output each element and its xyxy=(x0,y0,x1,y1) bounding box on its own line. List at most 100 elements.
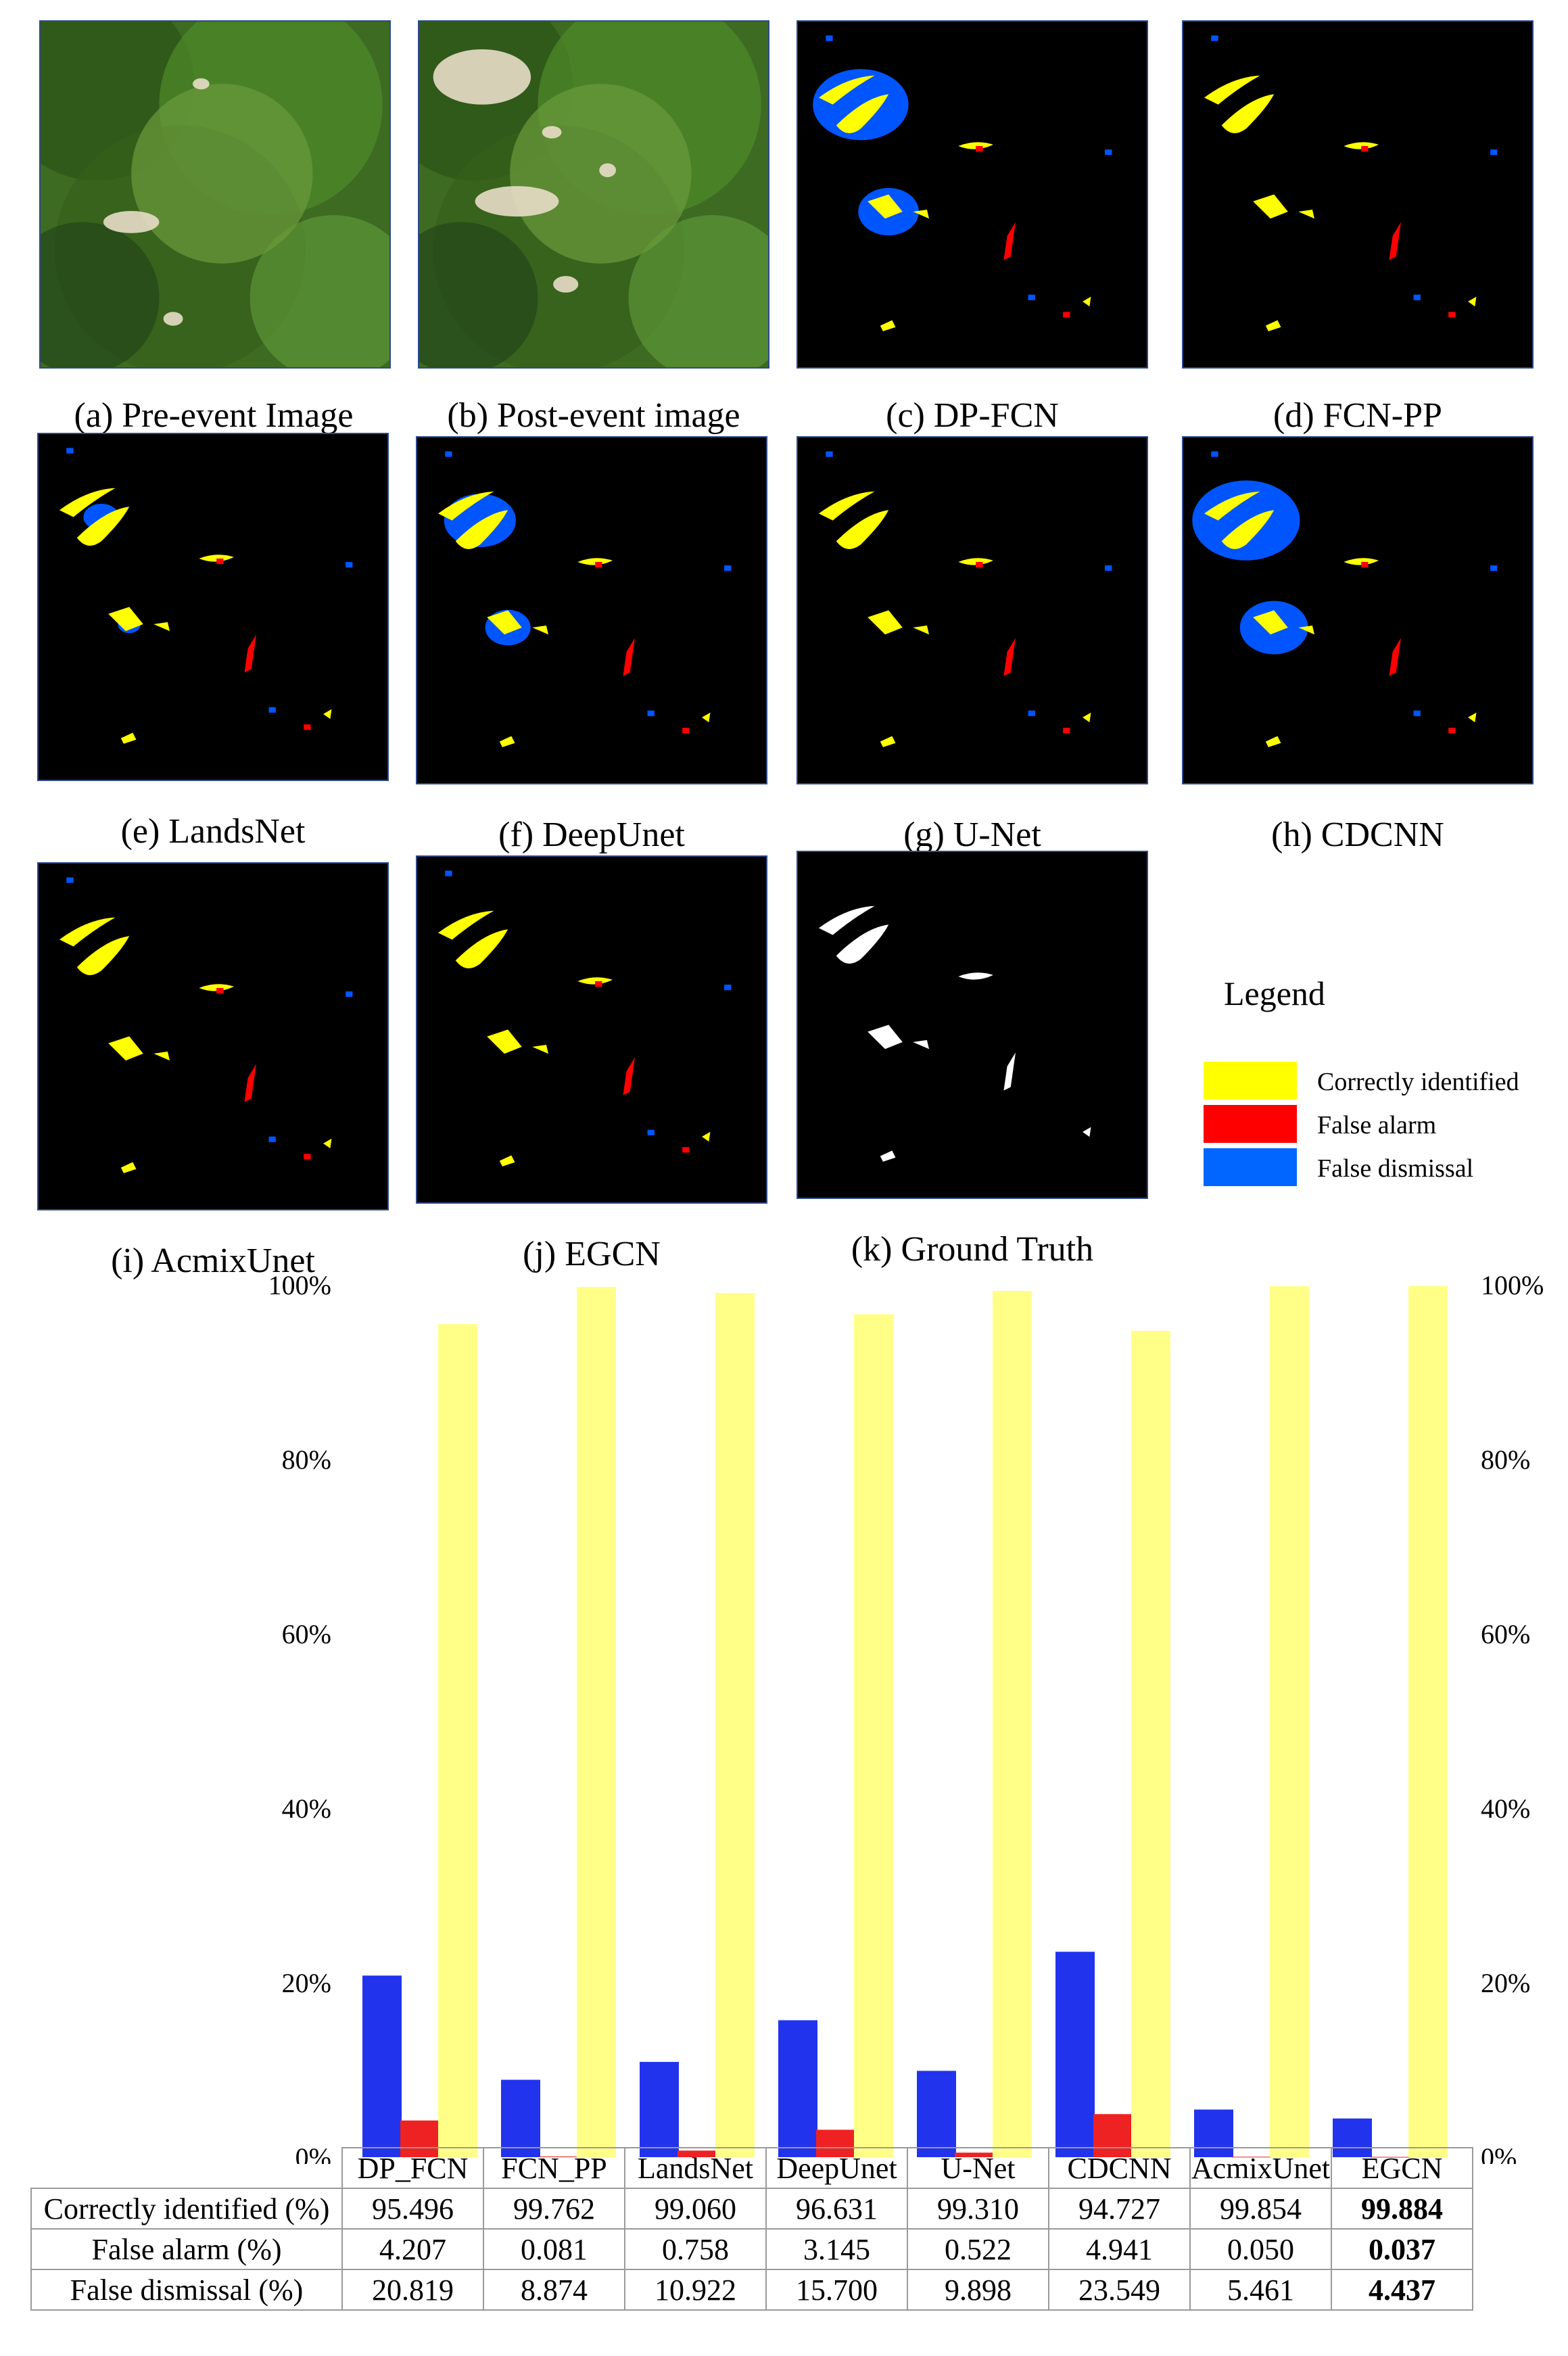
y-tick-label-left: 20% xyxy=(282,1968,331,1998)
panel-caption-g: (g) U-Net xyxy=(903,816,1041,854)
correct-region xyxy=(199,984,234,991)
correct-region xyxy=(153,621,170,632)
bar-chart: 0% 0%20% 20%40% 40%60% 60%80% 80%100% 100% xyxy=(268,1270,1544,2164)
legend-label-correct: Correctly identified xyxy=(1317,1068,1519,1096)
correct-region xyxy=(499,1155,515,1167)
bar-correctly-identified-u-net xyxy=(993,1290,1032,2157)
table-row: False alarm (%) 4.207 0.081 0.758 3.145 0.522… xyxy=(30,2228,1473,2270)
error-speck xyxy=(826,451,833,457)
correct-region xyxy=(323,709,332,720)
correct-region xyxy=(1298,209,1315,219)
panel-caption-a: (a) Pre-event Image xyxy=(74,396,354,435)
correct-region xyxy=(59,917,116,947)
error-speck xyxy=(1211,35,1218,41)
panel-image-a xyxy=(41,22,389,367)
panel-j xyxy=(416,855,767,1204)
table-cell: 3.145 xyxy=(765,2228,908,2270)
panel-caption-b: (b) Post-event image xyxy=(447,396,740,435)
correct-region xyxy=(818,75,875,105)
table-cell: 0.081 xyxy=(483,2228,625,2270)
error-speck xyxy=(1211,451,1218,457)
correct-region xyxy=(958,558,993,565)
col-header: DeepUnet xyxy=(765,2147,908,2189)
bar-correctly-identified-cdcnn xyxy=(1131,1331,1170,2157)
panel-image-c xyxy=(798,22,1147,367)
error-speck xyxy=(976,561,983,568)
table-cell: 96.631 xyxy=(765,2188,908,2230)
table-cell: 8.874 xyxy=(483,2269,625,2311)
error-speck xyxy=(346,991,353,997)
table-cell: 0.758 xyxy=(624,2228,767,2270)
correct-region xyxy=(1468,712,1477,723)
data-table: DP_FCN FCN_PP LandsNet DeepUnet U-Net CD… xyxy=(30,2147,1473,2311)
error-speck xyxy=(346,562,353,568)
legend: Legend Correctly identified False alarm … xyxy=(1204,974,1555,1197)
y-tick-label-right: 20% xyxy=(1481,1968,1530,1998)
panel-image-f xyxy=(417,438,766,783)
y-tick-label-right: 40% xyxy=(1481,1793,1530,1824)
col-header: CDCNN xyxy=(1048,2147,1191,2189)
correct-region xyxy=(120,732,137,744)
error-speck xyxy=(647,710,655,716)
col-header: FCN_PP xyxy=(483,2147,625,2189)
correct-region xyxy=(455,510,508,549)
panel-caption-f: (f) DeepUnet xyxy=(498,816,685,854)
panel-h xyxy=(1182,436,1534,784)
bar-false-dismissal-cdcnn xyxy=(1055,1952,1095,2157)
landslide-scar xyxy=(542,126,562,139)
table-cell: 99.060 xyxy=(624,2188,767,2230)
correct-region xyxy=(59,488,116,517)
table-row: False dismissal (%) 20.819 8.874 10.922 15.7… xyxy=(30,2269,1473,2311)
false-alarm-region xyxy=(1003,638,1016,676)
error-speck xyxy=(1063,728,1070,734)
table-cell: 23.549 xyxy=(1048,2269,1191,2311)
table-cell: 99.310 xyxy=(907,2188,1049,2230)
table-cell: 0.522 xyxy=(907,2228,1049,2270)
panel-image-h xyxy=(1183,438,1532,783)
error-speck xyxy=(1448,728,1456,734)
row-label: False dismissal (%) xyxy=(30,2269,343,2311)
bar-false-dismissal-u-net xyxy=(917,2071,956,2157)
panel-image-i xyxy=(39,864,387,1209)
y-tick-label-right: 80% xyxy=(1481,1444,1530,1475)
bar-false-dismissal-fcn-pp xyxy=(501,2079,540,2157)
legend-title: Legend xyxy=(1224,974,1325,1012)
error-speck xyxy=(647,1129,655,1135)
table-cell: 9.898 xyxy=(907,2269,1049,2311)
bar-correctly-identified-dp-fcn xyxy=(438,1324,477,2157)
error-speck xyxy=(66,448,74,454)
ground-truth-region xyxy=(1003,1052,1016,1091)
false-alarm-region xyxy=(244,1064,256,1102)
correct-region xyxy=(577,558,613,565)
bar-correctly-identified-landsnet xyxy=(715,1293,755,2157)
error-speck xyxy=(682,1147,690,1153)
panel-caption-d: (d) FCN-PP xyxy=(1273,396,1442,435)
correct-region xyxy=(1344,142,1379,149)
false-alarm-region xyxy=(244,634,256,673)
correct-region xyxy=(836,94,889,133)
table-cell: 0.050 xyxy=(1189,2228,1332,2270)
error-speck xyxy=(1105,149,1112,156)
error-speck xyxy=(1413,710,1421,716)
panel-b xyxy=(418,20,769,369)
panel-caption-c: (c) DP-FCN xyxy=(886,396,1059,435)
false-alarm-region xyxy=(1003,222,1016,260)
error-speck xyxy=(1490,565,1498,571)
error-speck xyxy=(595,981,602,987)
correct-region xyxy=(532,625,549,635)
y-tick-label-right: 100% xyxy=(1481,1270,1544,1300)
bar-false-dismissal-dp-fcn xyxy=(362,1975,402,2157)
error-speck xyxy=(1448,312,1456,318)
panel-a xyxy=(39,20,391,369)
y-tick-label-left: 100% xyxy=(268,1270,331,1300)
table-cell: 0.037 xyxy=(1331,2228,1473,2270)
panel-image-g xyxy=(798,438,1147,783)
correct-region xyxy=(487,1029,522,1054)
table-cell: 15.700 xyxy=(765,2269,908,2311)
false-alarm-region xyxy=(1389,222,1401,260)
ground-truth-region xyxy=(913,1039,930,1050)
bar-false-dismissal-deepunet xyxy=(778,2020,817,2157)
table-cell: 10.922 xyxy=(624,2269,767,2311)
correct-region xyxy=(1083,296,1091,307)
correct-region xyxy=(1253,610,1288,635)
